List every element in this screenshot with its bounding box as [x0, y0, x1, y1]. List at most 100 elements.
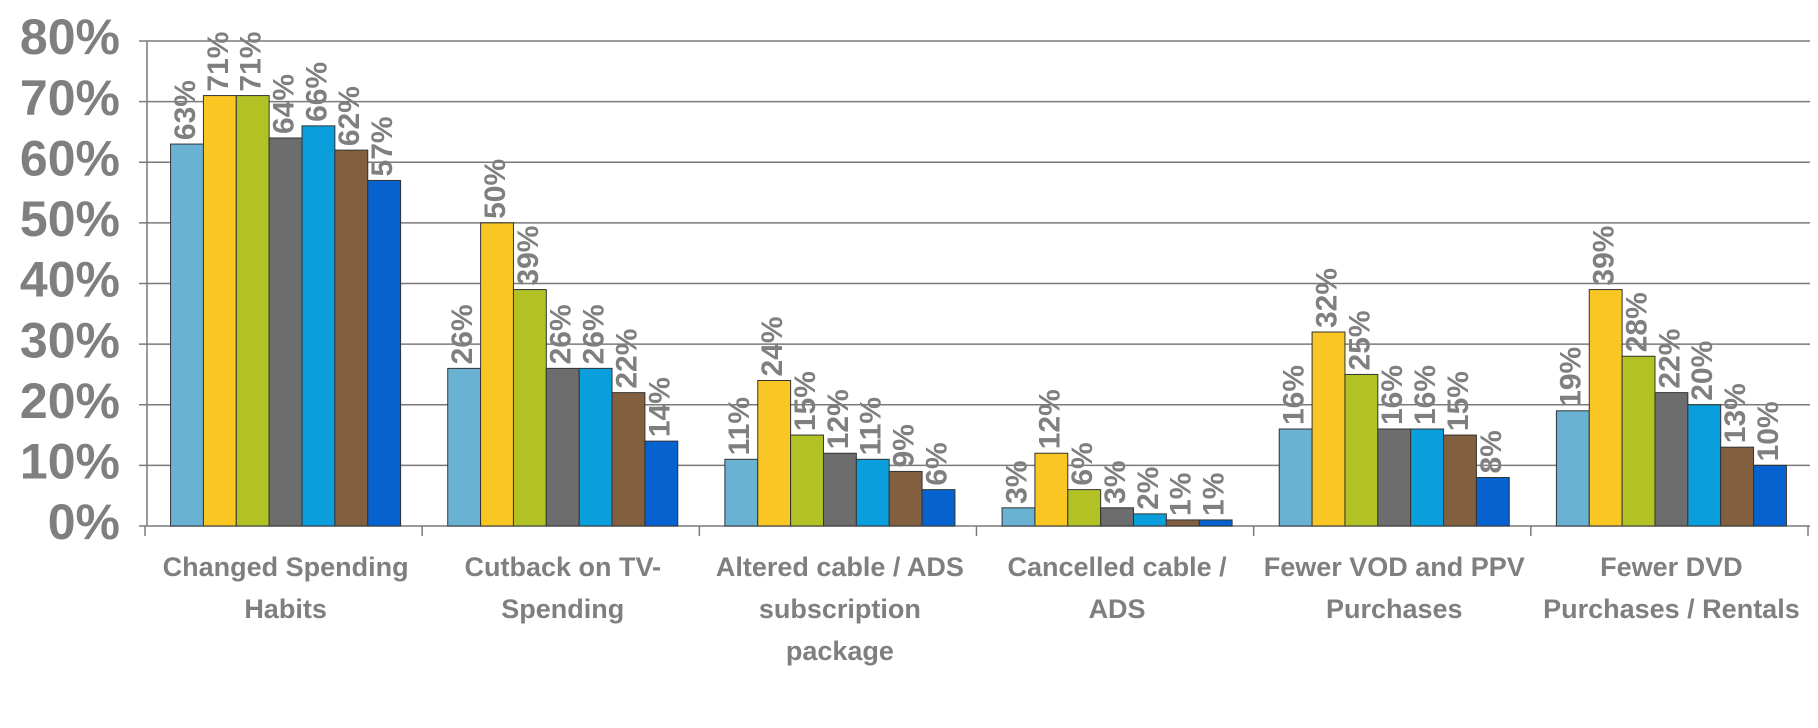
value-label: 16%	[1278, 365, 1311, 425]
bar	[1001, 507, 1036, 527]
bar	[611, 392, 646, 527]
bar	[1687, 404, 1722, 527]
value-label: 10%	[1752, 401, 1785, 461]
y-tick-label: 0%	[48, 494, 120, 550]
value-label: 66%	[300, 62, 333, 122]
bar	[578, 367, 613, 527]
y-tick-label: 30%	[20, 312, 120, 368]
x-tick-label: Fewer VOD and PPV Purchases	[1263, 552, 1525, 624]
value-label: 20%	[1686, 341, 1719, 401]
value-label: 3%	[1099, 460, 1132, 503]
value-label: 16%	[1376, 365, 1409, 425]
value-label: 26%	[446, 304, 479, 364]
bar	[545, 367, 580, 527]
bar	[480, 222, 514, 527]
y-tick-label: 60%	[20, 130, 120, 186]
value-label: 3%	[1000, 460, 1033, 503]
bar	[1165, 519, 1200, 527]
value-label: 11%	[723, 397, 756, 455]
bar	[1475, 477, 1510, 527]
bar	[1588, 289, 1623, 527]
value-label: 6%	[1066, 442, 1099, 485]
bar	[921, 489, 956, 527]
value-label: 11%	[855, 397, 888, 455]
y-tick-label: 40%	[20, 252, 120, 308]
value-label: 50%	[479, 159, 512, 219]
bar	[1067, 489, 1102, 527]
bar	[1100, 507, 1135, 527]
value-label: 9%	[888, 424, 921, 467]
x-tick-label: Changed Spending Habits	[162, 552, 409, 624]
value-label: 1%	[1198, 473, 1231, 516]
bar	[1555, 410, 1590, 527]
bar	[1443, 434, 1477, 527]
value-label: 14%	[643, 377, 676, 437]
bar	[1621, 355, 1656, 527]
value-label: 15%	[1442, 371, 1475, 431]
value-label: 28%	[1620, 292, 1653, 352]
value-label: 16%	[1409, 365, 1442, 425]
value-label: 32%	[1310, 268, 1343, 328]
y-tick-label: 80%	[20, 9, 120, 65]
value-label: 64%	[268, 74, 301, 134]
value-label: 24%	[756, 316, 789, 376]
value-label: 25%	[1343, 310, 1376, 370]
bar	[1720, 446, 1755, 527]
x-tick-label: Cutback on TV-Spending	[464, 552, 661, 624]
value-label: 71%	[202, 32, 235, 92]
bar	[367, 179, 402, 527]
value-label: 15%	[789, 371, 822, 431]
bar	[757, 380, 792, 527]
bar	[268, 137, 303, 527]
bar	[1410, 428, 1445, 527]
bar	[1034, 452, 1069, 527]
value-label: 12%	[822, 389, 855, 449]
bar	[790, 434, 824, 527]
value-label: 22%	[1653, 329, 1686, 389]
value-label: 62%	[333, 86, 366, 146]
x-tick-label: Altered cable / ADS subscription package	[715, 552, 964, 666]
bar	[644, 440, 679, 527]
value-label: 2%	[1132, 467, 1165, 510]
value-label: 26%	[545, 304, 578, 364]
value-label: 22%	[610, 329, 643, 389]
bar	[822, 452, 857, 527]
bar	[724, 458, 759, 527]
value-label: 63%	[169, 80, 202, 140]
value-label: 39%	[512, 226, 545, 286]
bar	[1278, 428, 1313, 527]
y-tick-label: 10%	[20, 434, 120, 490]
x-tick-label: Fewer DVD Purchases / Rentals	[1543, 552, 1800, 624]
bar	[1133, 513, 1167, 527]
value-label: 26%	[578, 304, 611, 364]
bar	[170, 143, 204, 527]
bar	[1198, 519, 1233, 527]
bar	[855, 458, 890, 527]
bar	[447, 367, 482, 527]
value-label: 57%	[366, 116, 399, 176]
value-label: 19%	[1555, 347, 1588, 407]
bar	[512, 289, 547, 527]
bar	[1753, 464, 1787, 527]
value-label: 12%	[1033, 389, 1066, 449]
y-tick-label: 50%	[20, 191, 120, 247]
value-label: 8%	[1475, 430, 1508, 473]
value-label: 13%	[1719, 383, 1752, 443]
bar	[235, 95, 270, 527]
bar	[202, 95, 237, 527]
value-label: 1%	[1165, 473, 1198, 516]
bar	[1311, 331, 1346, 527]
value-label: 39%	[1588, 226, 1621, 286]
bar	[1377, 428, 1412, 527]
bar	[888, 470, 923, 527]
bar	[334, 149, 369, 527]
x-tick-label: Cancelled cable / ADS	[1007, 552, 1227, 624]
bar	[301, 125, 336, 527]
y-tick-label: 20%	[20, 373, 120, 429]
value-label: 71%	[235, 32, 268, 92]
y-tick-label: 70%	[20, 70, 120, 126]
bar	[1654, 392, 1689, 527]
value-label: 6%	[920, 442, 953, 485]
